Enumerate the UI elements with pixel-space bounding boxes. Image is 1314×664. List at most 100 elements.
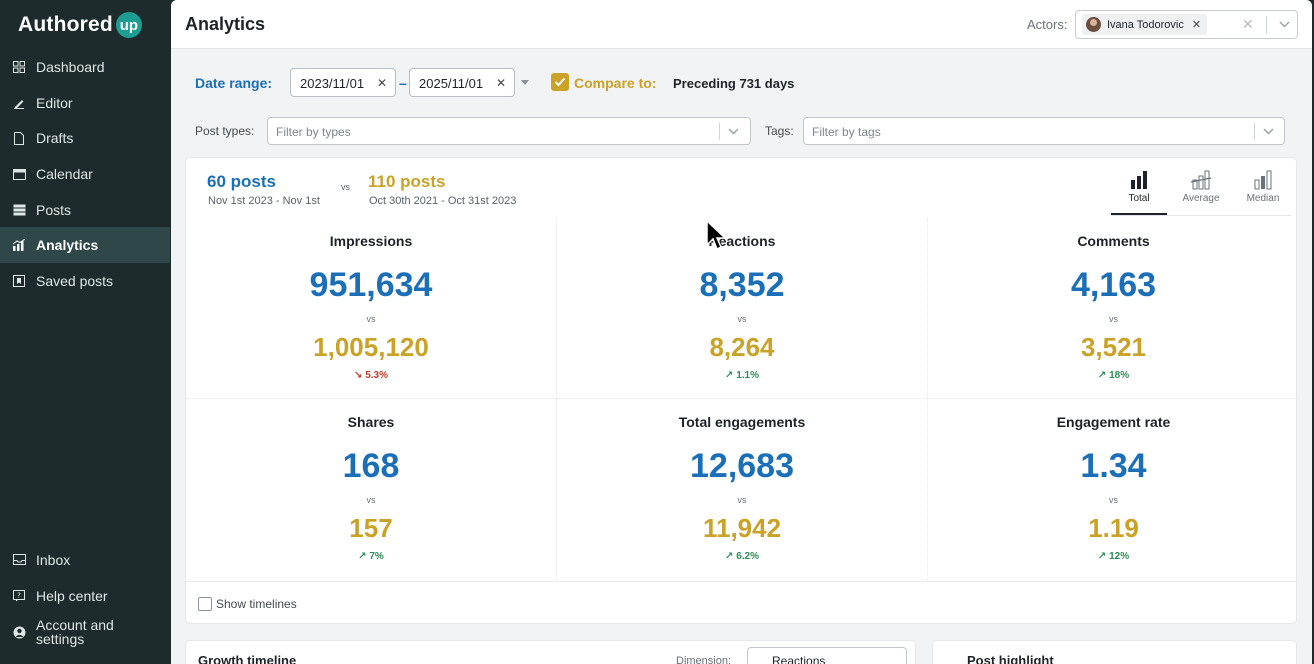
- svg-text:?: ?: [17, 591, 21, 599]
- show-timelines-checkbox[interactable]: [198, 597, 212, 611]
- metric-comments[interactable]: Comments 4,163 vs 3,521 ↗ 18%: [928, 218, 1299, 399]
- metric-delta: ↗ 12%: [928, 551, 1299, 562]
- tab-median[interactable]: Median: [1235, 166, 1291, 215]
- metric-delta: ↗ 18%: [928, 370, 1299, 381]
- post-highlight-card: Post highlight: [932, 640, 1297, 664]
- sidebar-item-label: Inbox: [36, 551, 71, 568]
- sidebar-item-saved-posts[interactable]: Saved posts: [0, 263, 170, 299]
- avatar: [1086, 17, 1101, 32]
- sidebar-item-label: Saved posts: [36, 272, 114, 289]
- show-timelines-label: Show timelines: [216, 597, 297, 611]
- median-chart-icon: [1252, 170, 1274, 190]
- show-timelines-toggle[interactable]: Show timelines: [198, 597, 297, 611]
- dashboard-icon: [12, 60, 26, 74]
- compare-checkbox[interactable]: [551, 73, 569, 91]
- metric-title: Reactions: [708, 233, 776, 249]
- select-divider: [719, 123, 720, 140]
- chevron-down-icon[interactable]: [1275, 15, 1293, 33]
- select-divider: [1254, 123, 1255, 140]
- bar-chart-icon: [1128, 170, 1150, 190]
- post-types-select[interactable]: Filter by types: [267, 117, 751, 145]
- clear-date-to-icon[interactable]: ✕: [495, 76, 506, 90]
- metric-delta-value: 12%: [1109, 551, 1130, 562]
- trend-up-icon: ↗: [725, 551, 737, 562]
- date-range-label: Date range:: [195, 75, 273, 91]
- metrics-grid: Impressions 951,634 vs 1,005,120 ↘ 5.3% …: [186, 218, 1299, 580]
- date-to-field[interactable]: 2025/11/01 ✕: [409, 68, 515, 97]
- metric-previous-value: 1,005,120: [313, 332, 429, 362]
- metric-delta: ↗ 6.2%: [557, 551, 927, 562]
- compare-value[interactable]: Preceding 731 days: [673, 76, 795, 91]
- post-types-placeholder: Filter by types: [276, 125, 351, 139]
- metric-vs: vs: [366, 314, 376, 324]
- clear-date-from-icon[interactable]: ✕: [376, 76, 387, 90]
- actor-chip: Ivana Todorovic ✕: [1082, 14, 1208, 35]
- tags-label: Tags:: [765, 124, 794, 138]
- sidebar-item-help-center[interactable]: ? Help center: [0, 578, 170, 614]
- sidebar-item-label: Posts: [36, 201, 72, 218]
- filter-bar: Date range: 2023/11/01 ✕ – 2025/11/01 ✕ …: [171, 49, 1312, 153]
- sidebar-item-inbox[interactable]: Inbox: [0, 542, 170, 578]
- actors-select[interactable]: Ivana Todorovic ✕ ✕: [1075, 10, 1298, 39]
- metric-reactions[interactable]: Reactions 8,352 vs 8,264 ↗ 1.1%: [557, 218, 928, 399]
- sidebar-bottom-nav: Inbox ? Help center Account and settings: [0, 542, 170, 651]
- sidebar-item-dashboard[interactable]: Dashboard: [0, 49, 170, 85]
- sidebar-item-label: Dashboard: [36, 58, 105, 75]
- main-content: Analytics Actors: Ivana Todorovic ✕ ✕ Da…: [171, 0, 1312, 664]
- chevron-down-icon[interactable]: [1260, 123, 1277, 140]
- sidebar-item-label: Editor: [36, 94, 73, 111]
- current-post-count: 60 posts: [207, 172, 276, 191]
- growth-timeline-card: Growth timeline Dimension: Reactions: [185, 640, 916, 664]
- help-icon: ?: [12, 589, 26, 603]
- sidebar-item-editor[interactable]: Editor: [0, 85, 170, 121]
- metric-total-engagements[interactable]: Total engagements 12,683 vs 11,942 ↗ 6.2…: [557, 399, 928, 580]
- account-label-line2: settings: [36, 631, 85, 648]
- previous-post-count: 110 posts: [368, 172, 446, 191]
- date-from-field[interactable]: 2023/11/01 ✕: [290, 68, 396, 97]
- vs-label: vs: [341, 182, 350, 192]
- sidebar-item-label: Calendar: [36, 165, 93, 182]
- chevron-down-icon[interactable]: [725, 123, 742, 140]
- sidebar-nav: Dashboard Editor Drafts Calendar Posts: [0, 49, 170, 299]
- caret-down-icon[interactable]: [520, 77, 530, 87]
- dimension-select[interactable]: Reactions: [747, 647, 907, 664]
- pen-icon: [12, 96, 26, 110]
- tab-total[interactable]: Total: [1111, 166, 1167, 215]
- metric-vs: vs: [737, 495, 747, 505]
- tab-average[interactable]: Average: [1173, 166, 1229, 215]
- metric-shares[interactable]: Shares 168 vs 157 ↗ 7%: [186, 399, 557, 580]
- metric-title: Total engagements: [678, 414, 806, 430]
- dimension-label: Dimension:: [676, 655, 732, 664]
- remove-actor-icon[interactable]: ✕: [1191, 19, 1202, 31]
- inbox-icon: [12, 553, 26, 567]
- metric-vs: vs: [737, 314, 747, 324]
- mouse-cursor-icon: [706, 219, 728, 252]
- metric-engagement-rate[interactable]: Engagement rate 1.34 vs 1.19 ↗ 12%: [928, 399, 1299, 580]
- metric-title: Shares: [347, 414, 395, 430]
- sidebar-item-account-settings[interactable]: Account and settings: [0, 613, 170, 651]
- metric-previous-value: 1.19: [1088, 513, 1139, 543]
- sidebar-item-analytics[interactable]: Analytics: [0, 227, 170, 264]
- select-divider: [1266, 16, 1267, 34]
- metric-vs: vs: [1109, 495, 1118, 505]
- trend-up-icon: ↗: [358, 551, 370, 562]
- metric-current-value: 1.34: [1080, 447, 1147, 485]
- metric-delta-value: 18%: [1109, 370, 1130, 381]
- clear-icon[interactable]: ✕: [1242, 16, 1254, 32]
- app-logo[interactable]: Authored up: [18, 10, 142, 40]
- average-chart-icon: [1190, 170, 1212, 190]
- metric-delta-value: 6.2%: [736, 551, 759, 562]
- chart-icon: [12, 238, 26, 252]
- metric-impressions[interactable]: Impressions 951,634 vs 1,005,120 ↘ 5.3%: [186, 218, 557, 399]
- metric-vs: vs: [366, 495, 376, 505]
- metric-previous-value: 157: [349, 513, 393, 543]
- metric-title: Impressions: [329, 233, 413, 249]
- sidebar-item-calendar[interactable]: Calendar: [0, 156, 170, 192]
- sidebar-item-drafts[interactable]: Drafts: [0, 120, 170, 156]
- metric-previous-value: 11,942: [702, 513, 782, 543]
- growth-timeline-title: Growth timeline: [198, 653, 297, 664]
- sidebar-item-posts[interactable]: Posts: [0, 192, 170, 228]
- tags-placeholder: Filter by tags: [812, 125, 881, 139]
- tags-select[interactable]: Filter by tags: [803, 117, 1285, 145]
- compare-label: Compare to:: [574, 75, 657, 91]
